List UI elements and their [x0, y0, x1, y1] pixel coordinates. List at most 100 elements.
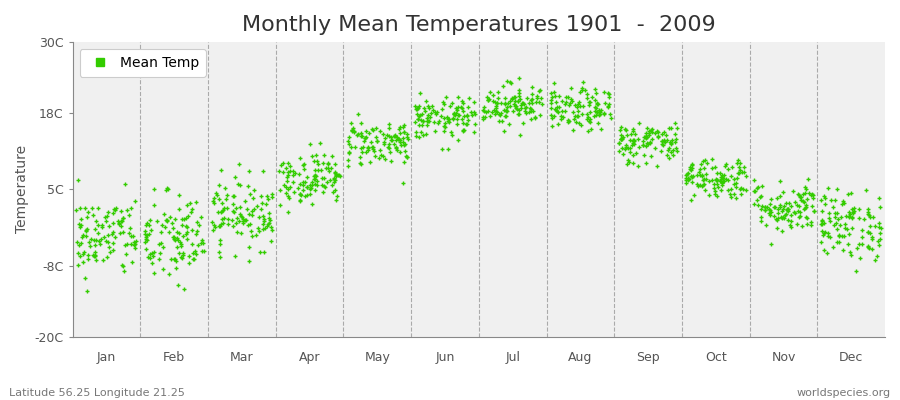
Point: [345, 127, 359, 134]
Point: [817, 230, 832, 236]
Point: [799, 201, 814, 208]
Point: [169, 244, 184, 250]
Point: [713, 170, 727, 176]
Point: [561, 119, 575, 125]
Point: [662, 145, 676, 152]
Point: [518, 110, 533, 116]
Point: [392, 136, 406, 142]
Point: [88, 253, 103, 260]
Point: [770, 206, 785, 212]
Point: [454, 104, 468, 110]
Point: [505, 94, 519, 101]
Point: [663, 149, 678, 156]
Point: [382, 121, 397, 127]
Point: [296, 187, 310, 194]
Point: [500, 112, 514, 119]
Point: [490, 109, 504, 115]
Point: [341, 163, 356, 170]
Point: [327, 179, 341, 185]
Point: [536, 100, 550, 107]
Point: [664, 141, 679, 148]
Point: [319, 165, 333, 172]
Point: [158, 187, 173, 193]
Point: [575, 102, 590, 109]
Point: [583, 98, 598, 105]
Point: [834, 233, 849, 239]
Point: [604, 114, 618, 121]
Point: [638, 134, 652, 140]
Point: [460, 121, 474, 127]
Point: [408, 119, 422, 126]
Point: [548, 106, 562, 112]
Point: [625, 141, 639, 148]
Point: [369, 125, 383, 131]
Point: [139, 234, 153, 240]
Point: [706, 185, 721, 191]
Point: [754, 214, 769, 220]
Point: [229, 205, 243, 211]
Point: [233, 210, 248, 217]
Point: [551, 120, 565, 127]
Point: [454, 104, 469, 111]
Point: [507, 93, 521, 100]
Point: [261, 221, 275, 227]
Point: [855, 227, 869, 234]
Point: [166, 236, 181, 242]
Point: [176, 233, 190, 239]
Point: [116, 215, 130, 222]
Point: [769, 216, 783, 222]
Point: [124, 232, 139, 239]
Point: [108, 234, 122, 240]
Point: [850, 244, 864, 251]
Point: [273, 201, 287, 208]
Point: [460, 112, 474, 118]
Point: [212, 222, 227, 229]
Point: [590, 119, 605, 126]
Point: [651, 134, 665, 140]
Point: [215, 207, 230, 213]
Point: [837, 233, 851, 240]
Point: [328, 177, 342, 183]
Point: [162, 229, 176, 235]
Point: [618, 144, 633, 150]
Point: [685, 179, 699, 186]
Point: [142, 251, 157, 257]
Title: Monthly Mean Temperatures 1901  -  2009: Monthly Mean Temperatures 1901 - 2009: [242, 15, 716, 35]
Point: [425, 103, 439, 110]
Point: [461, 117, 475, 123]
Point: [550, 108, 564, 114]
Point: [328, 196, 343, 203]
Point: [558, 108, 572, 114]
Point: [620, 144, 634, 151]
Point: [843, 190, 858, 196]
Point: [416, 132, 430, 138]
Point: [801, 176, 815, 182]
Point: [91, 204, 105, 211]
Point: [681, 176, 696, 183]
Point: [179, 215, 194, 222]
Point: [459, 120, 473, 127]
Point: [651, 163, 665, 169]
Point: [482, 89, 497, 96]
Point: [216, 220, 230, 227]
Point: [410, 104, 424, 111]
Point: [467, 121, 482, 127]
Point: [456, 126, 471, 133]
Point: [281, 186, 295, 192]
Point: [449, 116, 464, 122]
Point: [74, 216, 88, 222]
Point: [283, 162, 297, 169]
Point: [167, 237, 182, 243]
Point: [179, 231, 194, 237]
Point: [715, 182, 729, 188]
Point: [525, 100, 539, 107]
Point: [549, 104, 563, 110]
Point: [793, 209, 807, 216]
Point: [382, 145, 396, 152]
Point: [640, 134, 654, 140]
Point: [410, 128, 424, 135]
Point: [215, 200, 230, 206]
Y-axis label: Temperature: Temperature: [15, 145, 29, 234]
Point: [325, 152, 339, 159]
Point: [116, 215, 130, 222]
